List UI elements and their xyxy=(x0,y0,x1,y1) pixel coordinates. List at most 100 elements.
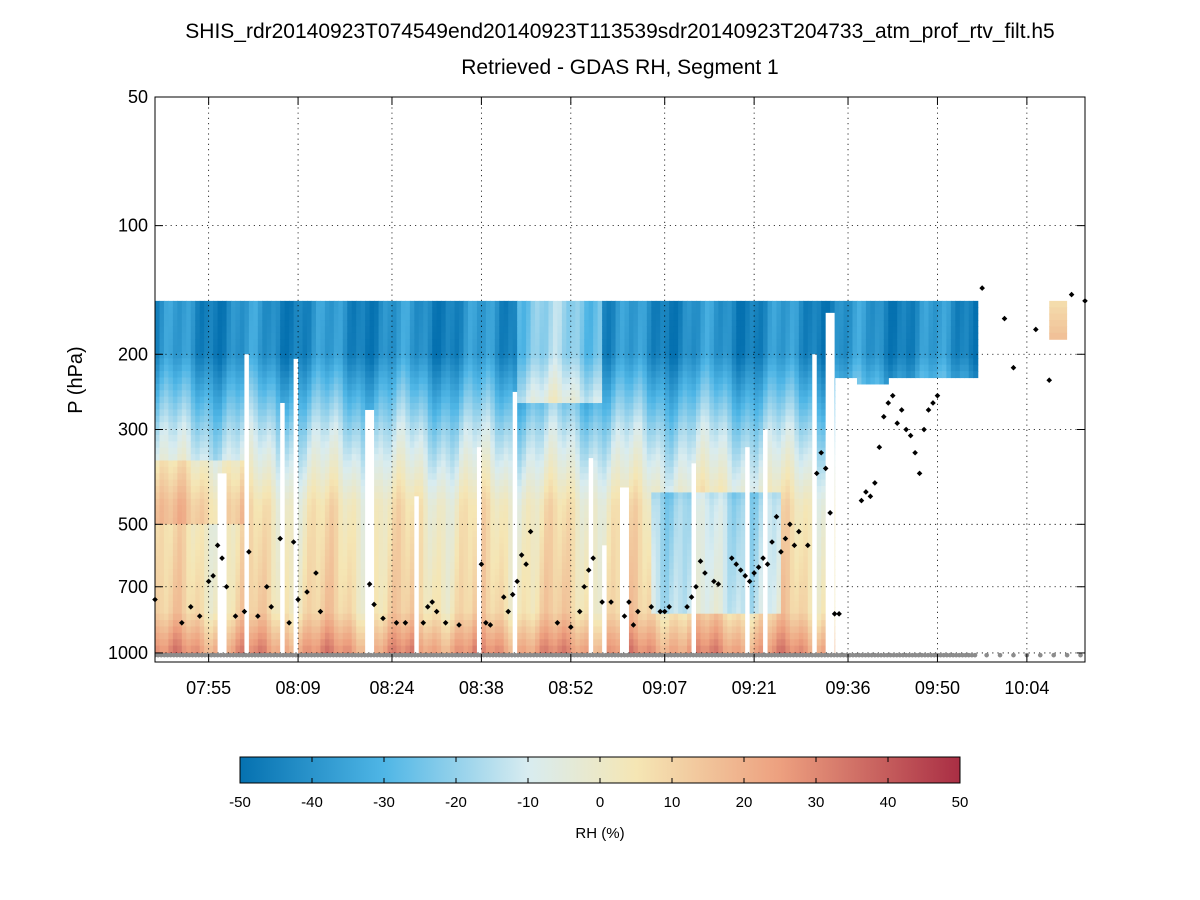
heat-cell xyxy=(423,543,429,551)
heat-cell xyxy=(526,645,532,653)
heat-cell xyxy=(441,396,447,404)
heat-cell xyxy=(257,307,263,315)
heat-cell xyxy=(476,358,482,366)
heat-cell xyxy=(548,645,554,653)
heat-cell xyxy=(177,549,183,557)
heat-cell xyxy=(476,351,482,359)
heat-cell xyxy=(320,620,326,628)
heat-cell xyxy=(374,454,380,462)
heat-cell xyxy=(499,620,505,628)
heat-cell xyxy=(181,390,187,398)
heat-cell xyxy=(360,364,366,372)
heat-cell xyxy=(454,466,460,474)
heat-cell xyxy=(311,428,317,436)
heat-cell xyxy=(199,326,205,334)
heat-cell xyxy=(490,600,496,608)
heat-cell xyxy=(481,422,487,430)
heat-cell xyxy=(405,607,411,615)
heat-cell xyxy=(499,600,505,608)
heat-cell xyxy=(333,313,339,321)
heat-cell xyxy=(262,498,268,506)
heat-cell xyxy=(351,371,357,379)
heat-cell xyxy=(266,396,272,404)
heat-cell xyxy=(517,626,523,634)
heat-cell xyxy=(526,460,532,468)
heat-cell xyxy=(405,473,411,481)
heat-cell xyxy=(499,575,505,583)
heat-cell xyxy=(275,466,281,474)
heat-cell xyxy=(526,556,532,564)
heat-cell xyxy=(499,473,505,481)
heat-cell xyxy=(400,447,406,455)
heat-cell xyxy=(320,588,326,596)
heat-cell xyxy=(289,575,295,583)
heat-cell xyxy=(177,358,183,366)
heat-cell xyxy=(450,326,456,334)
heat-cell xyxy=(481,569,487,576)
heat-cell xyxy=(543,307,550,315)
heat-cell xyxy=(163,383,170,391)
heat-cell xyxy=(168,486,174,493)
heat-cell xyxy=(333,377,339,385)
heat-cell xyxy=(208,517,214,525)
heat-cell xyxy=(454,556,460,564)
heat-cell xyxy=(400,588,406,596)
heat-cell xyxy=(163,345,170,353)
heat-cell xyxy=(311,441,317,449)
heat-cell xyxy=(226,409,232,417)
heat-cell xyxy=(342,307,348,315)
heat-cell xyxy=(222,422,228,430)
heat-cell xyxy=(481,320,487,328)
heat-cell xyxy=(485,313,491,321)
heat-cell xyxy=(548,537,554,545)
heat-cell xyxy=(463,575,469,583)
heat-cell xyxy=(320,409,326,417)
heat-cell xyxy=(445,364,451,372)
heat-cell xyxy=(508,594,514,602)
heat-cell xyxy=(271,569,277,576)
heat-cell xyxy=(427,613,433,621)
heat-cell xyxy=(315,498,322,506)
heat-cell xyxy=(266,607,272,615)
heat-cell xyxy=(494,409,500,417)
heat-cell xyxy=(454,383,460,391)
heat-cell xyxy=(208,556,214,564)
heat-cell xyxy=(266,434,272,442)
heat-cell xyxy=(548,498,554,506)
heat-cell xyxy=(374,434,380,442)
heat-cell xyxy=(329,479,335,487)
heat-cell xyxy=(472,632,478,640)
heat-cell xyxy=(485,505,491,513)
heat-cell xyxy=(539,549,545,557)
heat-cell xyxy=(217,466,223,474)
heat-cell xyxy=(253,320,259,328)
heat-cell xyxy=(186,313,192,321)
heat-cell xyxy=(445,428,451,436)
heat-cell xyxy=(463,517,469,525)
heat-cell xyxy=(324,607,330,615)
heat-cell xyxy=(405,549,411,557)
heat-cell xyxy=(427,594,433,602)
heat-cell xyxy=(517,575,523,583)
heat-cell xyxy=(365,345,371,353)
heat-cell xyxy=(342,364,348,372)
heat-cell xyxy=(320,562,326,570)
heat-cell xyxy=(262,613,268,621)
heat-cell xyxy=(315,549,322,557)
heat-cell xyxy=(186,511,192,519)
heat-cell xyxy=(347,505,353,513)
heat-cell xyxy=(172,377,178,385)
heat-cell xyxy=(342,600,348,608)
heat-cell xyxy=(289,549,295,557)
heat-cell xyxy=(472,517,478,525)
heat-cell xyxy=(195,613,201,621)
heat-cell xyxy=(539,524,545,532)
heat-cell xyxy=(409,543,415,551)
heat-cell xyxy=(204,632,210,640)
heat-cell xyxy=(347,575,353,583)
heat-cell xyxy=(391,332,398,340)
heat-cell xyxy=(186,517,192,525)
heat-cell xyxy=(356,377,362,385)
heat-cell xyxy=(436,479,442,487)
heat-cell xyxy=(378,454,384,462)
